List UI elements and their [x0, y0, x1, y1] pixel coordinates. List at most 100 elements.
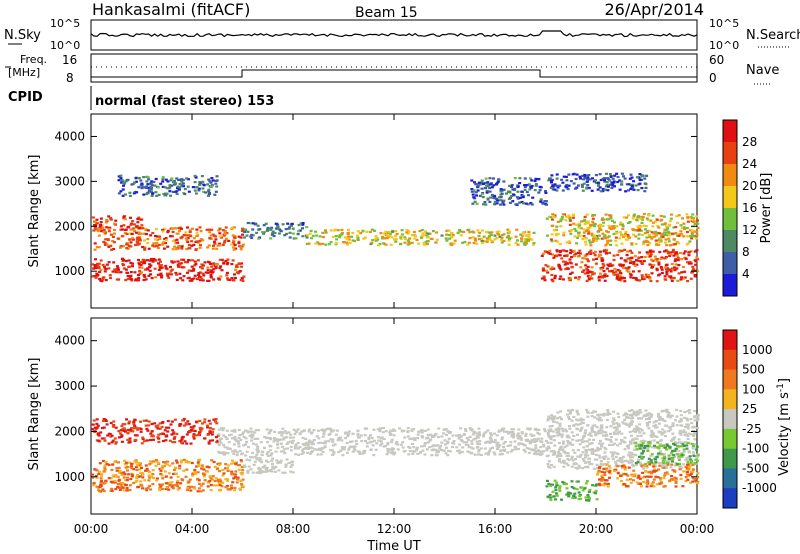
data-cell	[216, 478, 220, 481]
data-cell	[133, 229, 136, 233]
data-cell	[129, 241, 133, 244]
data-cell	[125, 243, 129, 246]
data-cell	[130, 228, 133, 231]
data-cell	[375, 442, 379, 445]
data-cell	[276, 443, 280, 446]
data-cell	[156, 235, 159, 238]
data-cell	[487, 451, 491, 454]
data-cell	[171, 487, 175, 490]
data-cell	[233, 449, 237, 452]
data-cell	[194, 176, 198, 179]
data-cell	[124, 483, 127, 487]
data-cell	[620, 180, 624, 183]
data-cell	[210, 271, 214, 274]
data-cell	[659, 478, 663, 481]
data-cell	[645, 422, 649, 425]
data-cell	[192, 277, 196, 280]
data-cell	[510, 428, 514, 431]
data-cell	[695, 215, 699, 218]
data-cell	[682, 222, 686, 225]
data-cell	[603, 434, 607, 437]
data-cell	[103, 270, 107, 273]
data-cell	[416, 433, 420, 436]
data-cell	[643, 464, 647, 467]
data-cell	[596, 467, 599, 470]
data-cell	[333, 443, 337, 446]
data-cell	[501, 201, 505, 204]
data-cell	[681, 431, 685, 434]
data-cell	[612, 417, 616, 420]
data-cell	[417, 430, 421, 434]
data-cell	[115, 278, 119, 281]
data-cell	[283, 452, 287, 455]
data-cell	[558, 265, 561, 268]
data-cell	[381, 431, 385, 434]
data-cell	[622, 277, 626, 280]
data-cell	[631, 456, 635, 459]
data-cell	[103, 241, 107, 245]
data-cell	[150, 277, 154, 280]
data-cell	[586, 271, 590, 274]
data-cell	[120, 181, 124, 184]
data-cell	[173, 435, 177, 439]
data-cell	[279, 459, 283, 462]
data-cell	[97, 246, 101, 249]
data-cell	[109, 421, 113, 425]
data-cell	[458, 228, 462, 232]
data-cell	[606, 412, 610, 415]
data-cell	[477, 449, 481, 452]
data-cell	[357, 436, 360, 439]
data-cell	[475, 440, 479, 443]
data-cell	[197, 487, 201, 490]
data-cell	[569, 443, 572, 446]
data-cell	[684, 476, 688, 479]
data-cell	[619, 279, 623, 282]
data-cell	[122, 181, 126, 184]
data-cell	[683, 441, 687, 444]
data-cell	[144, 228, 148, 231]
data-cell	[602, 218, 605, 221]
data-cell	[128, 489, 132, 492]
data-cell	[520, 200, 524, 204]
data-cell	[591, 424, 595, 427]
noise-sky-label: N.Sky	[4, 28, 41, 43]
data-cell	[225, 446, 229, 449]
data-cell	[230, 470, 234, 473]
data-cell	[159, 469, 163, 472]
data-cell	[175, 273, 179, 276]
data-cell	[625, 423, 629, 426]
data-cell	[240, 229, 244, 233]
data-cell	[181, 419, 185, 422]
data-cell	[92, 482, 96, 485]
data-cell	[218, 470, 222, 473]
data-cell	[544, 200, 548, 203]
data-cell	[492, 440, 495, 444]
data-cell	[636, 417, 640, 420]
data-cell	[627, 214, 630, 217]
data-cell	[97, 234, 101, 237]
data-cell	[555, 177, 559, 180]
data-cell	[620, 242, 624, 245]
colorbar-tick-label: 8	[742, 245, 750, 259]
data-cell	[113, 232, 116, 235]
data-cell	[586, 174, 590, 177]
data-cell	[290, 224, 293, 227]
data-cell	[574, 223, 578, 226]
data-cell	[567, 240, 571, 243]
data-cell	[569, 278, 572, 281]
data-cell	[507, 239, 511, 242]
data-cell	[477, 433, 481, 436]
data-cell	[271, 457, 275, 460]
data-cell	[434, 433, 438, 436]
data-cell	[230, 437, 234, 440]
data-cell	[144, 424, 148, 427]
data-cell	[657, 226, 661, 229]
data-cell	[693, 416, 696, 419]
data-cell	[693, 443, 697, 446]
data-cell	[552, 439, 556, 442]
data-cell	[461, 241, 465, 244]
data-cell	[638, 423, 642, 426]
data-cell	[695, 233, 699, 236]
data-cell	[111, 463, 115, 466]
data-cell	[329, 438, 333, 441]
